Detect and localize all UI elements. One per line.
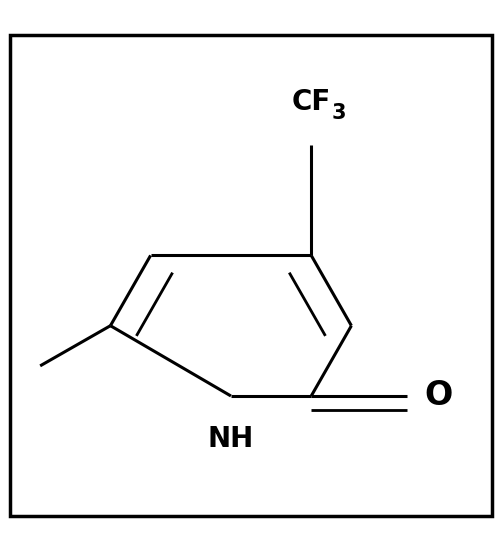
Text: 3: 3	[331, 104, 345, 123]
Text: O: O	[423, 380, 451, 413]
Text: CF: CF	[291, 88, 330, 116]
Text: NH: NH	[207, 425, 254, 453]
